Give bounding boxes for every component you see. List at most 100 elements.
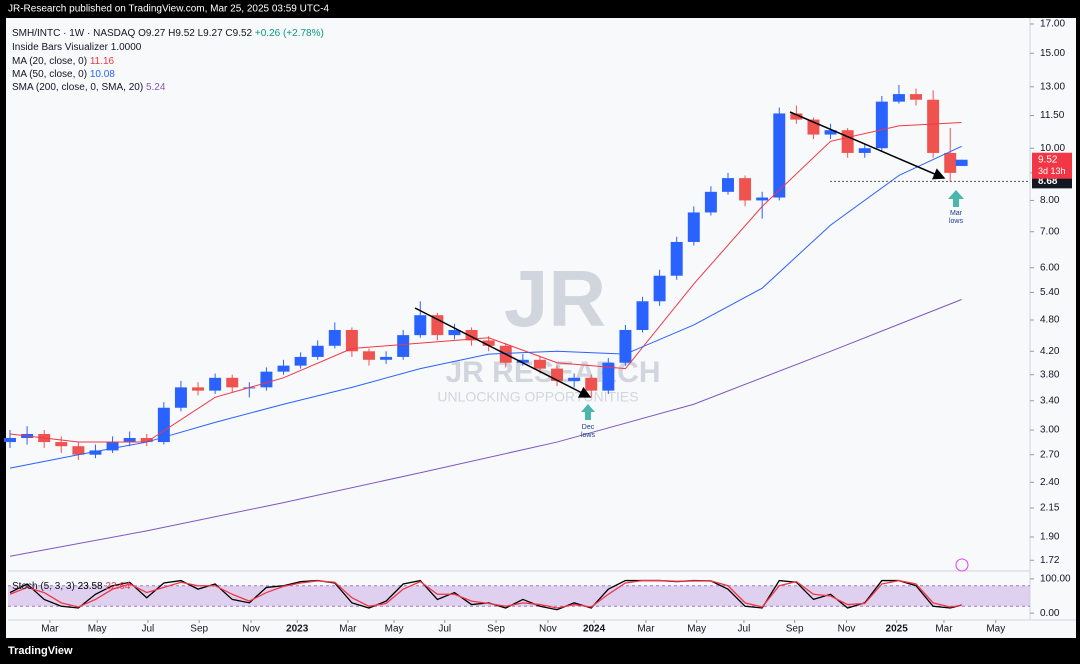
stoch-line bbox=[9, 579, 962, 611]
last-price-label: 9.52 bbox=[1038, 154, 1058, 165]
candle-body bbox=[756, 197, 769, 201]
x-tick-label: Mar bbox=[637, 624, 655, 635]
legend-value: 11.16 bbox=[90, 56, 115, 67]
candle-body bbox=[192, 387, 205, 391]
candle-body bbox=[910, 94, 923, 100]
candle-body bbox=[380, 356, 393, 360]
indicator-row: Inside Bars Visualizer 1.0000 bbox=[12, 42, 142, 53]
publisher: JR-Research published on TradingView.com… bbox=[8, 4, 330, 15]
legend-value: 5.24 bbox=[146, 82, 166, 93]
x-tick-label: Sep bbox=[786, 624, 804, 635]
candle-body bbox=[704, 191, 717, 213]
x-tick-label: Sep bbox=[487, 624, 505, 635]
legend: MA (20, close, 0) 11.16 MA (50, close, 0)… bbox=[12, 56, 166, 93]
candle-body bbox=[892, 94, 905, 102]
candle-body bbox=[311, 345, 324, 357]
moving-average-line bbox=[9, 299, 962, 557]
x-tick-label: Jul bbox=[438, 624, 451, 635]
price-badge-label: 8.68 bbox=[1038, 176, 1058, 187]
candle-body bbox=[209, 377, 222, 391]
stoch-value: 23.58 bbox=[78, 581, 103, 592]
candle-body bbox=[72, 446, 85, 455]
candle-body bbox=[551, 368, 564, 381]
y-tick-label: 11.50 bbox=[1040, 110, 1065, 121]
indicator-name: Inside Bars Visualizer bbox=[12, 42, 109, 53]
footer-brand: TradingView bbox=[8, 645, 73, 657]
candle-body bbox=[619, 329, 632, 363]
stoch-name: Stoch (5, 3, 3) bbox=[12, 581, 75, 592]
stoch-legend: Stoch (5, 3, 3) 23.58 22.64 bbox=[12, 581, 131, 592]
candle-body bbox=[174, 387, 187, 408]
plot bbox=[4, 84, 1030, 611]
y-tick-label: 3.40 bbox=[1040, 395, 1060, 406]
y-tick-label: 2.15 bbox=[1040, 503, 1060, 514]
x-tick-label: Mar bbox=[41, 624, 59, 635]
candle-body bbox=[448, 329, 461, 336]
candle-body bbox=[927, 99, 940, 153]
x-tick-label: May bbox=[88, 624, 107, 635]
candle-body bbox=[875, 101, 888, 149]
candle-body bbox=[636, 301, 649, 330]
candle-body bbox=[516, 359, 529, 363]
countdown: 3d 13h bbox=[1038, 166, 1066, 176]
candle-body bbox=[226, 377, 239, 388]
candle-body bbox=[123, 437, 136, 443]
y-tick-label: 4.80 bbox=[1040, 315, 1060, 326]
candle-body bbox=[106, 442, 119, 451]
x-tick-label: May bbox=[986, 624, 1005, 635]
x-tick-label: 2024 bbox=[583, 624, 606, 635]
candle-body bbox=[824, 130, 837, 135]
legend-entry: MA (20, close, 0) 11.16 bbox=[12, 56, 115, 67]
x-tick-label: Sep bbox=[190, 624, 208, 635]
y-tick-label: 8.00 bbox=[1040, 195, 1060, 206]
alert-icon[interactable] bbox=[955, 558, 969, 572]
candle-body bbox=[790, 113, 803, 120]
y-tick-label: 4.20 bbox=[1040, 346, 1060, 357]
x-tick-label: Mar bbox=[935, 624, 953, 635]
legend-name: SMA (200, close, 0, SMA, 20) bbox=[12, 82, 143, 93]
candle-body bbox=[482, 340, 495, 346]
candle-body bbox=[841, 130, 854, 153]
last-price-badge bbox=[1032, 152, 1072, 179]
indicator-value: 1.0000 bbox=[111, 42, 142, 53]
candle-body bbox=[858, 148, 871, 153]
trend-arrow bbox=[789, 111, 946, 180]
candle-body bbox=[55, 442, 68, 447]
up-arrow bbox=[581, 404, 595, 420]
stoch-line bbox=[9, 579, 962, 609]
candle-body bbox=[328, 329, 341, 346]
ohlc: O9.27 H9.52 L9.27 C9.52 bbox=[138, 28, 252, 39]
annotation: lows bbox=[949, 218, 964, 225]
x-tick-label: Nov bbox=[242, 624, 260, 635]
stoch-value: 22.64 bbox=[105, 581, 130, 592]
candle-body bbox=[465, 329, 478, 341]
candle-body bbox=[4, 437, 16, 443]
x-tick-label: May bbox=[385, 624, 404, 635]
candle-body bbox=[89, 450, 102, 455]
candle-body bbox=[140, 437, 153, 443]
x-tick-label: Mar bbox=[339, 624, 357, 635]
candle-body bbox=[431, 315, 444, 336]
y-tick-label: 3.80 bbox=[1040, 369, 1060, 380]
y-tick-label: 15.00 bbox=[1040, 48, 1065, 59]
candle-body bbox=[345, 329, 358, 352]
candle-body bbox=[277, 365, 290, 372]
y-tick-label: 6.00 bbox=[1040, 262, 1060, 273]
candle-body bbox=[397, 335, 410, 357]
candle-body bbox=[807, 119, 820, 135]
candle-body bbox=[602, 362, 615, 391]
legend-name: MA (50, close, 0) bbox=[12, 69, 87, 80]
annotation: lows bbox=[581, 432, 596, 439]
y-tick-label: 17.00 bbox=[1040, 19, 1065, 30]
y-tick-label: 3.00 bbox=[1040, 425, 1060, 436]
x-tick-label: 2023 bbox=[286, 624, 309, 635]
moving-average-line bbox=[9, 122, 962, 443]
symbol-row: SMH/INTC · 1W · NASDAQ O9.27 H9.52 L9.27… bbox=[12, 28, 324, 39]
candle-body bbox=[533, 359, 546, 369]
candle-body bbox=[260, 371, 273, 388]
candle-body bbox=[739, 178, 752, 201]
legend-entry: SMA (200, close, 0, SMA, 20) 5.24 bbox=[12, 82, 166, 93]
y-tick-label: 7.00 bbox=[1040, 226, 1060, 237]
candle-body bbox=[687, 212, 700, 242]
